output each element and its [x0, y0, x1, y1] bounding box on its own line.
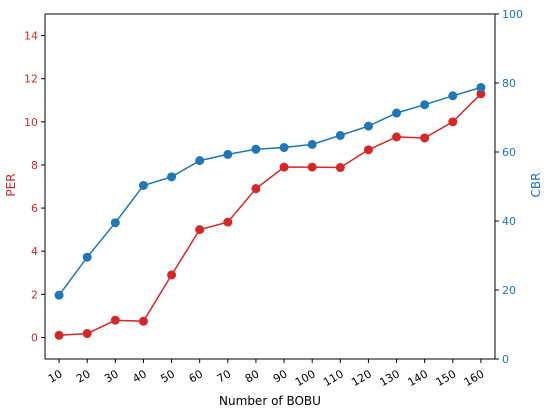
left-tick-label: 2: [31, 288, 38, 301]
data-point-per: [110, 315, 120, 325]
data-point-per: [223, 217, 233, 227]
right-tick-label: 60: [502, 146, 516, 159]
left-tick-label: 12: [24, 73, 38, 86]
data-point-per: [138, 316, 148, 326]
x-tick-label: 100: [293, 367, 318, 389]
data-point-per: [392, 132, 402, 142]
data-point-cbr: [54, 290, 64, 300]
x-tick-label: 10: [46, 367, 65, 385]
x-tick-label: 80: [243, 367, 262, 385]
data-point-per: [307, 162, 317, 172]
data-point-cbr: [110, 218, 120, 228]
x-tick-label: 20: [74, 367, 93, 385]
left-tick-label: 0: [31, 331, 38, 344]
data-point-cbr: [223, 149, 233, 159]
data-point-cbr: [476, 82, 486, 92]
data-point-per: [54, 330, 64, 340]
data-point-per: [279, 162, 289, 172]
data-point-per: [420, 133, 430, 143]
data-point-cbr: [138, 180, 148, 190]
x-tick-label: 70: [215, 367, 234, 385]
data-point-cbr: [279, 143, 289, 153]
x-tick-label: 60: [187, 367, 206, 385]
left-tick-label: 10: [24, 116, 38, 129]
data-point-cbr: [82, 252, 92, 262]
right-tick-label: 0: [502, 353, 509, 366]
x-tick-label: 140: [406, 367, 431, 389]
x-tick-label: 110: [321, 367, 346, 389]
right-tick-label: 80: [502, 77, 516, 90]
data-point-per: [363, 145, 373, 155]
data-point-cbr: [420, 100, 430, 110]
x-tick-label: 150: [434, 367, 459, 389]
x-axis-label: Number of BOBU: [219, 394, 321, 408]
series-layer: [54, 82, 486, 340]
data-point-per: [195, 225, 205, 235]
series-line-per: [59, 93, 482, 337]
x-tick-label: 130: [377, 367, 402, 389]
data-point-per: [251, 184, 261, 194]
series-line-cbr: [58, 86, 482, 296]
data-point-cbr: [167, 172, 177, 182]
left-tick-label: 4: [31, 245, 38, 258]
data-point-cbr: [335, 130, 345, 140]
data-point-cbr: [195, 156, 205, 166]
data-point-per: [167, 270, 177, 280]
data-point-cbr: [448, 91, 458, 101]
right-axis-label: CBR: [529, 173, 543, 198]
x-tick-label: 30: [102, 367, 121, 385]
right-tick-label: 100: [502, 8, 523, 21]
data-point-cbr: [392, 108, 402, 118]
x-tick-label: 160: [462, 367, 487, 389]
data-point-per: [82, 329, 92, 339]
data-point-cbr: [307, 139, 317, 149]
x-tick-label: 40: [130, 367, 149, 385]
right-tick-label: 40: [502, 215, 516, 228]
data-point-per: [448, 117, 458, 127]
x-tick-label: 120: [349, 367, 374, 389]
data-point-cbr: [251, 144, 261, 154]
data-point-cbr: [363, 121, 373, 131]
data-point-per: [335, 163, 345, 173]
left-tick-label: 8: [31, 159, 38, 172]
left-tick-label: 6: [31, 202, 38, 215]
left-axis-label: PER: [4, 173, 18, 196]
x-tick-label: 50: [158, 367, 177, 385]
right-tick-label: 20: [502, 284, 516, 297]
data-point-per: [476, 89, 486, 99]
x-tick-label: 90: [271, 367, 290, 385]
left-tick-label: 14: [24, 30, 38, 43]
